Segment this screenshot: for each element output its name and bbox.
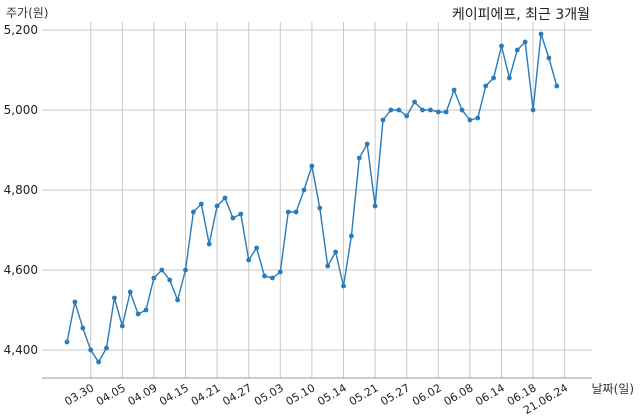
data-point — [198, 201, 204, 207]
x-tick-label: 05.10 — [284, 381, 318, 408]
data-point — [396, 107, 402, 113]
x-tick-label: 05.14 — [315, 381, 349, 408]
data-point — [262, 273, 267, 279]
data-point — [183, 267, 188, 273]
data-point — [349, 233, 354, 239]
data-point — [317, 205, 323, 211]
x-tick-label: 06.08 — [442, 381, 476, 408]
data-point — [246, 257, 252, 263]
y-axis-label: 주가(원) — [6, 6, 49, 20]
data-point — [364, 141, 370, 147]
data-point — [333, 249, 338, 255]
data-point — [151, 275, 157, 281]
data-point — [96, 359, 101, 365]
x-tick-label: 04.21 — [189, 381, 223, 408]
x-tick-label: 04.15 — [157, 381, 191, 408]
data-point — [72, 299, 78, 305]
x-tick-label: 04.27 — [220, 381, 254, 408]
data-point — [112, 295, 117, 301]
data-point — [499, 43, 504, 49]
data-point — [404, 113, 410, 119]
data-point — [214, 203, 220, 209]
data-point — [475, 115, 481, 121]
data-point — [167, 277, 173, 283]
y-tick-label: 5,000 — [4, 103, 38, 117]
data-point — [206, 241, 212, 247]
data-point — [435, 109, 441, 115]
data-point — [522, 39, 528, 45]
data-point — [64, 339, 70, 345]
data-point — [420, 107, 425, 113]
data-point — [380, 117, 386, 123]
data-point — [546, 55, 552, 61]
data-point — [483, 83, 489, 89]
x-tick-label: 06.02 — [410, 381, 444, 408]
data-point — [230, 215, 236, 221]
chart-title: 케이피에프, 최근 3개월 — [451, 7, 590, 23]
y-tick-label: 4,400 — [4, 343, 38, 357]
data-point — [325, 263, 331, 269]
data-point — [538, 31, 544, 37]
x-tick-label: 03.30 — [62, 381, 96, 408]
data-point — [388, 107, 394, 113]
data-point — [459, 107, 465, 113]
data-point — [135, 311, 141, 317]
data-point — [159, 267, 165, 273]
x-tick-label: 05.27 — [378, 381, 412, 408]
data-point — [530, 107, 536, 113]
y-tick-label: 4,600 — [4, 263, 38, 277]
data-point — [514, 47, 520, 53]
x-tick-label: 04.05 — [94, 381, 128, 408]
data-point — [301, 187, 307, 193]
data-point — [443, 109, 449, 115]
x-tick-label: 06.14 — [473, 381, 507, 408]
y-tick-label: 4,800 — [4, 183, 38, 197]
data-point — [222, 195, 228, 201]
data-point — [88, 347, 94, 353]
data-point — [507, 75, 512, 81]
data-point — [356, 155, 362, 161]
data-point — [143, 307, 149, 313]
data-point — [467, 117, 473, 123]
x-tick-label: 05.03 — [252, 381, 286, 408]
data-point — [254, 245, 259, 251]
data-point — [412, 99, 417, 105]
x-tick-label: 04.09 — [126, 381, 160, 408]
data-point — [285, 209, 291, 215]
data-point — [191, 209, 196, 215]
y-tick-label: 5,200 — [4, 23, 38, 37]
data-point — [428, 107, 433, 113]
data-point — [293, 209, 299, 215]
data-point — [451, 87, 457, 93]
x-axis-label: 날짜(일) — [591, 382, 634, 396]
data-point — [80, 325, 86, 331]
data-point — [491, 75, 496, 81]
data-point — [372, 203, 378, 209]
data-point — [309, 163, 315, 169]
data-point — [175, 297, 181, 303]
data-point — [238, 211, 244, 217]
data-point — [104, 345, 109, 351]
data-point — [127, 289, 133, 295]
data-point — [270, 275, 275, 281]
data-point — [277, 269, 283, 275]
data-point — [554, 83, 560, 89]
data-point — [119, 323, 125, 329]
x-tick-label: 05.21 — [347, 381, 381, 408]
data-point — [341, 283, 346, 289]
